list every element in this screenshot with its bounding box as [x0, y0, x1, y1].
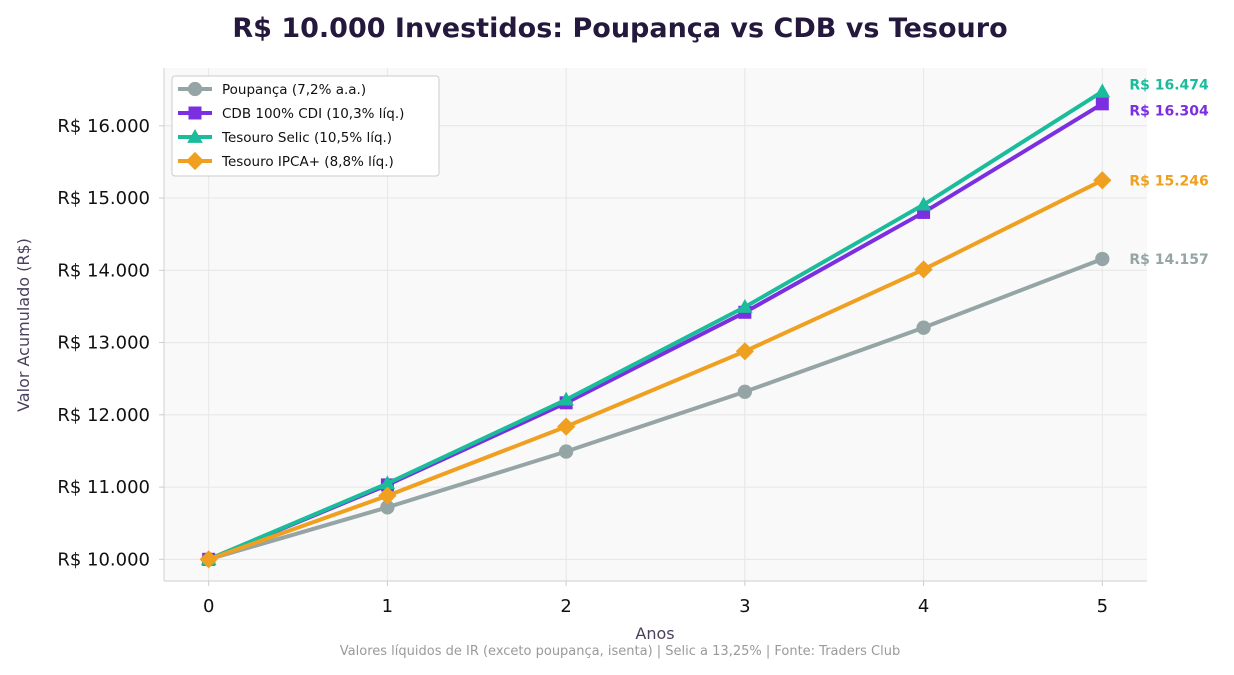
- x-tick-label: 4: [918, 596, 929, 617]
- data-point: [558, 391, 574, 406]
- data-point: [914, 260, 933, 279]
- legend-label: Poupança (7,2% a.a.): [222, 82, 366, 98]
- legend-item: Tesouro IPCA+ (8,8% líq.): [178, 151, 394, 171]
- legend-item: Tesouro Selic (10,5% líq.): [178, 128, 392, 146]
- y-tick-label: R$ 11.000: [57, 477, 150, 498]
- series-line: [207, 89, 1104, 562]
- x-tick-label: 5: [1097, 596, 1108, 617]
- data-point: [915, 196, 932, 211]
- legend-marker: [188, 106, 202, 120]
- end-value-label: R$ 16.474: [1129, 78, 1209, 94]
- data-point: [380, 500, 395, 515]
- x-tick-label: 2: [560, 596, 571, 617]
- y-tick-label: R$ 15.000: [57, 188, 150, 209]
- y-tick-label: R$ 12.000: [57, 405, 150, 426]
- data-point: [737, 384, 753, 399]
- y-axis-ticks: R$ 10.000 R$ 11.000 R$ 12.000 R$ 13.000 R$ 1…: [57, 116, 164, 570]
- data-point: [379, 475, 396, 490]
- legend-label: Tesouro IPCA+ (8,8% líq.): [221, 154, 394, 170]
- y-tick-label: R$ 10.000: [57, 549, 150, 570]
- data-point: [1095, 251, 1110, 267]
- y-tick-label: R$ 14.000: [57, 260, 150, 281]
- data-point: [378, 486, 397, 505]
- legend-marker: [187, 81, 203, 97]
- x-axis-ticks: 0 1 2 3 4 5: [203, 581, 1108, 617]
- end-value-label: R$ 14.157: [1129, 252, 1208, 268]
- data-point: [1094, 83, 1111, 98]
- series-line: [208, 257, 1104, 562]
- data-point: [1095, 97, 1109, 111]
- y-tick-label: R$ 13.000: [57, 333, 150, 354]
- data-point: [558, 444, 574, 459]
- legend: Poupança (7,2% a.a.) CDB 100% CDI (10,3% …: [171, 75, 440, 177]
- x-tick-label: 1: [382, 596, 393, 617]
- end-labels: R$ 14.157 R$ 16.304 R$ 16.474 R$ 15.246: [1129, 78, 1209, 268]
- chart-title: R$ 10.000 Investidos: Poupança vs CDB vs…: [232, 13, 1007, 44]
- series-line: [208, 178, 1104, 562]
- legend-label: CDB 100% CDI (10,3% líq.): [222, 106, 404, 122]
- series: [199, 83, 1112, 569]
- legend-box: [171, 75, 440, 177]
- data-point: [916, 320, 931, 335]
- x-axis-label: Anos: [635, 624, 674, 643]
- legend-label: Tesouro Selic (10,5% líq.): [221, 130, 392, 146]
- footnote: Valores líquidos de IR (exceto poupança,…: [340, 644, 900, 659]
- data-point: [735, 342, 754, 361]
- legend-marker: [187, 128, 203, 143]
- y-tick-label: R$ 16.000: [57, 116, 150, 137]
- end-value-label: R$ 15.246: [1129, 173, 1208, 189]
- axes: [163, 68, 1147, 582]
- data-point: [199, 550, 218, 569]
- data-point: [737, 298, 753, 313]
- series-3: [199, 171, 1112, 569]
- x-tick-label: 3: [739, 596, 750, 617]
- legend-item: Poupança (7,2% a.a.): [178, 81, 366, 98]
- data-point: [557, 417, 576, 436]
- data-point: [1093, 171, 1112, 190]
- y-axis-label: Valor Acumulado (R$): [14, 238, 33, 412]
- end-value-label: R$ 16.304: [1129, 104, 1209, 120]
- legend-item: CDB 100% CDI (10,3% líq.): [178, 106, 404, 122]
- x-tick-label: 0: [203, 596, 214, 617]
- series-2: [200, 83, 1111, 566]
- legend-marker: [185, 151, 205, 171]
